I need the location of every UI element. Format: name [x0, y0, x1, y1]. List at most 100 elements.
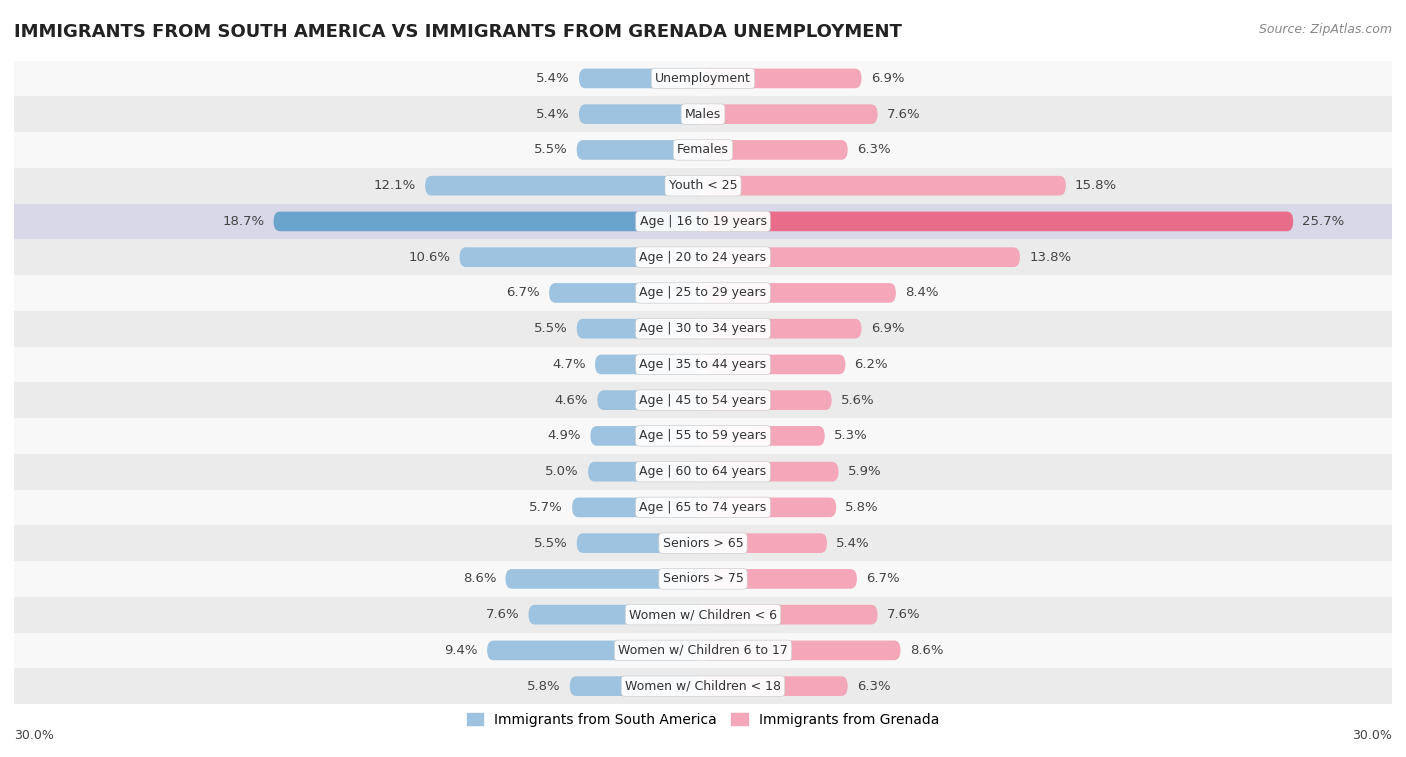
FancyBboxPatch shape: [703, 176, 1066, 195]
FancyBboxPatch shape: [703, 569, 856, 589]
Text: 5.5%: 5.5%: [534, 537, 568, 550]
Text: 6.9%: 6.9%: [870, 322, 904, 335]
Bar: [14, 168, 1392, 204]
Text: Age | 25 to 29 years: Age | 25 to 29 years: [640, 286, 766, 300]
FancyBboxPatch shape: [703, 212, 1294, 231]
Text: 7.6%: 7.6%: [485, 608, 519, 621]
FancyBboxPatch shape: [486, 640, 703, 660]
Text: 18.7%: 18.7%: [222, 215, 264, 228]
Text: Age | 45 to 54 years: Age | 45 to 54 years: [640, 394, 766, 407]
Bar: [14, 382, 1392, 418]
Bar: [14, 633, 1392, 668]
Text: 6.7%: 6.7%: [506, 286, 540, 300]
FancyBboxPatch shape: [595, 354, 703, 374]
Text: Age | 65 to 74 years: Age | 65 to 74 years: [640, 501, 766, 514]
Text: Seniors > 65: Seniors > 65: [662, 537, 744, 550]
Bar: [14, 597, 1392, 633]
FancyBboxPatch shape: [703, 426, 825, 446]
Bar: [14, 239, 1392, 275]
FancyBboxPatch shape: [703, 640, 900, 660]
Bar: [14, 61, 1392, 96]
Text: 9.4%: 9.4%: [444, 644, 478, 657]
Bar: [14, 132, 1392, 168]
FancyBboxPatch shape: [576, 140, 703, 160]
FancyBboxPatch shape: [576, 534, 703, 553]
Text: 5.4%: 5.4%: [536, 72, 569, 85]
FancyBboxPatch shape: [703, 140, 848, 160]
Text: 8.6%: 8.6%: [463, 572, 496, 585]
FancyBboxPatch shape: [703, 354, 845, 374]
FancyBboxPatch shape: [703, 319, 862, 338]
Text: Women w/ Children < 6: Women w/ Children < 6: [628, 608, 778, 621]
Text: Age | 35 to 44 years: Age | 35 to 44 years: [640, 358, 766, 371]
Text: Unemployment: Unemployment: [655, 72, 751, 85]
Text: Age | 30 to 34 years: Age | 30 to 34 years: [640, 322, 766, 335]
Text: 5.4%: 5.4%: [536, 107, 569, 120]
FancyBboxPatch shape: [703, 534, 827, 553]
FancyBboxPatch shape: [703, 676, 848, 696]
Bar: [14, 668, 1392, 704]
Text: 5.9%: 5.9%: [848, 465, 882, 478]
FancyBboxPatch shape: [703, 605, 877, 625]
Text: 4.9%: 4.9%: [548, 429, 581, 442]
Text: 5.5%: 5.5%: [534, 143, 568, 157]
Text: 12.1%: 12.1%: [374, 179, 416, 192]
Text: 10.6%: 10.6%: [408, 251, 450, 263]
Text: 25.7%: 25.7%: [1302, 215, 1344, 228]
Text: 6.2%: 6.2%: [855, 358, 889, 371]
Text: Women w/ Children < 18: Women w/ Children < 18: [626, 680, 780, 693]
Text: 6.3%: 6.3%: [856, 143, 890, 157]
Text: 15.8%: 15.8%: [1076, 179, 1118, 192]
Text: 30.0%: 30.0%: [14, 729, 53, 742]
FancyBboxPatch shape: [506, 569, 703, 589]
Text: IMMIGRANTS FROM SOUTH AMERICA VS IMMIGRANTS FROM GRENADA UNEMPLOYMENT: IMMIGRANTS FROM SOUTH AMERICA VS IMMIGRA…: [14, 23, 901, 41]
Bar: [14, 418, 1392, 453]
FancyBboxPatch shape: [529, 605, 703, 625]
Text: 13.8%: 13.8%: [1029, 251, 1071, 263]
Text: 4.7%: 4.7%: [553, 358, 586, 371]
FancyBboxPatch shape: [598, 391, 703, 410]
Text: Women w/ Children 6 to 17: Women w/ Children 6 to 17: [619, 644, 787, 657]
Text: Females: Females: [678, 143, 728, 157]
FancyBboxPatch shape: [550, 283, 703, 303]
Text: Age | 60 to 64 years: Age | 60 to 64 years: [640, 465, 766, 478]
FancyBboxPatch shape: [588, 462, 703, 481]
FancyBboxPatch shape: [703, 462, 838, 481]
Bar: [14, 525, 1392, 561]
Bar: [14, 204, 1392, 239]
Text: Age | 16 to 19 years: Age | 16 to 19 years: [640, 215, 766, 228]
Text: Source: ZipAtlas.com: Source: ZipAtlas.com: [1258, 23, 1392, 36]
Text: 6.7%: 6.7%: [866, 572, 900, 585]
Bar: [14, 275, 1392, 311]
FancyBboxPatch shape: [591, 426, 703, 446]
FancyBboxPatch shape: [460, 248, 703, 267]
FancyBboxPatch shape: [703, 248, 1019, 267]
Bar: [14, 561, 1392, 597]
FancyBboxPatch shape: [579, 69, 703, 89]
FancyBboxPatch shape: [579, 104, 703, 124]
Text: 5.0%: 5.0%: [546, 465, 579, 478]
FancyBboxPatch shape: [703, 497, 837, 517]
Bar: [14, 490, 1392, 525]
Text: 5.6%: 5.6%: [841, 394, 875, 407]
Text: 5.8%: 5.8%: [845, 501, 879, 514]
Text: Males: Males: [685, 107, 721, 120]
Bar: [14, 453, 1392, 490]
Text: 6.9%: 6.9%: [870, 72, 904, 85]
FancyBboxPatch shape: [569, 676, 703, 696]
FancyBboxPatch shape: [703, 391, 831, 410]
Text: 5.5%: 5.5%: [534, 322, 568, 335]
Text: 5.4%: 5.4%: [837, 537, 870, 550]
FancyBboxPatch shape: [703, 104, 877, 124]
FancyBboxPatch shape: [274, 212, 703, 231]
Text: 7.6%: 7.6%: [887, 107, 921, 120]
FancyBboxPatch shape: [703, 283, 896, 303]
Text: 7.6%: 7.6%: [887, 608, 921, 621]
Text: Age | 55 to 59 years: Age | 55 to 59 years: [640, 429, 766, 442]
Text: 30.0%: 30.0%: [1353, 729, 1392, 742]
Text: Seniors > 75: Seniors > 75: [662, 572, 744, 585]
Text: 5.3%: 5.3%: [834, 429, 868, 442]
Text: 4.6%: 4.6%: [555, 394, 588, 407]
FancyBboxPatch shape: [576, 319, 703, 338]
Bar: [14, 311, 1392, 347]
